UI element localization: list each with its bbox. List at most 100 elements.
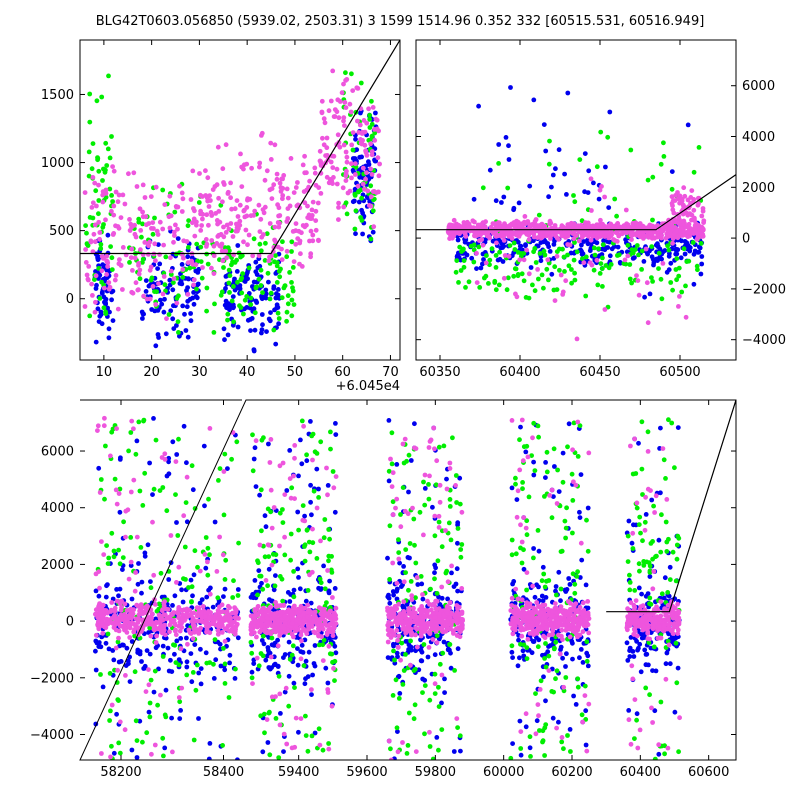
data-point xyxy=(194,662,200,668)
data-point xyxy=(591,180,596,186)
data-point xyxy=(386,478,392,484)
data-point xyxy=(589,208,594,213)
data-point xyxy=(113,223,118,229)
data-point xyxy=(293,221,299,227)
data-point xyxy=(628,147,634,153)
data-point xyxy=(526,494,532,500)
data-point xyxy=(212,618,217,624)
data-point xyxy=(452,668,457,673)
data-point xyxy=(184,664,190,670)
data-point xyxy=(441,443,447,449)
data-point xyxy=(175,533,181,538)
data-point xyxy=(142,470,148,476)
data-point xyxy=(171,239,176,245)
data-point xyxy=(170,749,175,755)
data-point xyxy=(85,276,91,282)
data-point xyxy=(115,667,120,673)
data-point xyxy=(544,469,550,475)
data-point xyxy=(496,282,502,288)
data-point xyxy=(205,261,211,267)
data-point xyxy=(215,221,221,227)
data-point xyxy=(128,611,134,617)
data-point xyxy=(451,749,457,754)
data-point xyxy=(300,162,306,168)
data-point xyxy=(92,239,98,245)
data-point xyxy=(267,254,272,260)
data-point xyxy=(267,296,273,302)
data-point xyxy=(286,703,292,709)
data-point xyxy=(186,218,192,224)
data-point xyxy=(612,196,618,202)
data-point xyxy=(572,270,577,276)
data-point xyxy=(492,280,498,285)
data-point xyxy=(99,321,105,327)
data-point xyxy=(245,242,250,248)
data-point xyxy=(191,301,197,307)
data-point xyxy=(187,265,193,271)
data-point xyxy=(644,280,650,286)
data-point xyxy=(166,668,172,674)
data-point xyxy=(566,263,572,269)
data-point xyxy=(337,144,343,150)
data-point xyxy=(532,219,538,224)
data-point xyxy=(683,283,688,289)
data-point xyxy=(262,554,268,560)
data-point xyxy=(108,244,113,250)
data-point xyxy=(316,642,322,648)
data-point xyxy=(121,519,126,525)
data-point xyxy=(387,577,392,582)
data-point xyxy=(157,488,163,493)
data-point xyxy=(103,140,109,146)
data-point xyxy=(250,253,256,259)
data-point xyxy=(289,485,295,491)
data-point xyxy=(286,673,292,679)
data-point xyxy=(277,274,283,280)
data-point xyxy=(437,602,443,607)
data-point xyxy=(310,238,316,244)
data-point xyxy=(664,269,670,275)
data-point xyxy=(440,650,446,656)
data-point xyxy=(105,146,111,152)
data-point xyxy=(179,251,185,257)
data-point xyxy=(603,263,609,268)
data-point xyxy=(662,743,667,749)
data-point xyxy=(262,513,268,519)
data-point xyxy=(558,647,563,652)
data-point xyxy=(326,558,331,564)
data-point xyxy=(676,221,682,227)
data-point xyxy=(617,260,623,265)
data-point xyxy=(168,272,174,277)
data-point xyxy=(251,279,257,285)
data-point xyxy=(110,318,116,323)
data-point xyxy=(207,741,213,746)
data-point xyxy=(277,180,283,186)
data-point xyxy=(341,81,346,87)
data-point xyxy=(400,485,406,490)
data-point xyxy=(695,234,701,240)
data-point xyxy=(134,602,140,608)
data-point xyxy=(185,334,191,340)
data-point xyxy=(332,107,338,112)
data-point xyxy=(295,662,301,668)
data-point xyxy=(487,257,493,263)
data-point xyxy=(641,259,647,264)
data-point xyxy=(289,239,295,245)
data-point xyxy=(413,560,419,566)
data-point xyxy=(616,252,622,258)
data-point xyxy=(585,505,591,511)
data-point xyxy=(110,199,115,204)
data-point xyxy=(273,573,278,578)
data-point xyxy=(235,757,240,760)
data-point xyxy=(94,640,100,646)
data-point xyxy=(147,714,153,720)
data-point xyxy=(354,85,360,91)
data-point xyxy=(134,184,140,189)
data-point xyxy=(343,178,349,184)
data-point xyxy=(198,610,204,616)
data-point xyxy=(304,452,309,458)
data-point xyxy=(407,555,412,561)
data-point xyxy=(332,509,338,515)
data-point xyxy=(225,611,231,616)
data-point xyxy=(464,252,470,258)
data-point xyxy=(147,460,153,466)
